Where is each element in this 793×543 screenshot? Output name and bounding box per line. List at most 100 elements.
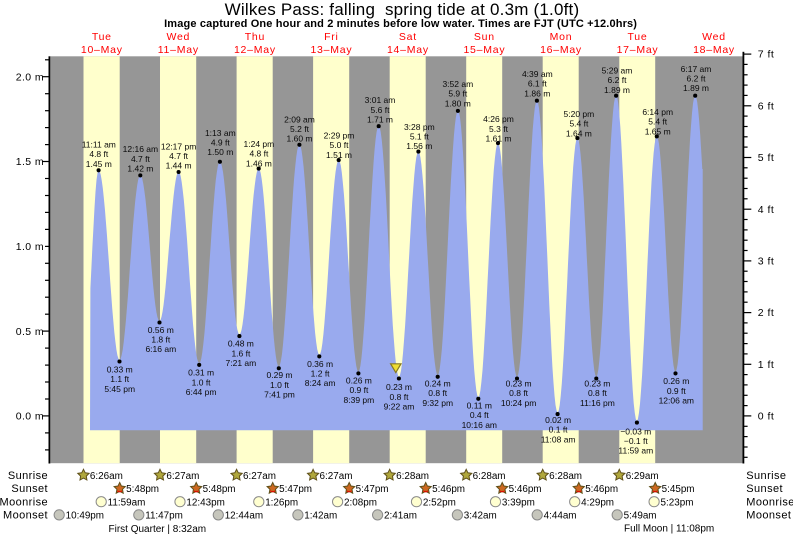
svg-text:17–May: 17–May (617, 44, 659, 56)
svg-text:6:28am: 6:28am (473, 471, 506, 482)
svg-text:Thu: Thu (245, 31, 265, 43)
svg-text:5.4 ft: 5.4 ft (569, 119, 589, 129)
svg-text:11–May: 11–May (158, 44, 199, 56)
svg-text:9:22 am: 9:22 am (384, 402, 415, 412)
svg-text:1.71 m: 1.71 m (367, 115, 393, 125)
svg-text:10:16 am: 10:16 am (462, 420, 497, 430)
svg-text:0.48 m: 0.48 m (228, 339, 254, 349)
svg-text:16–May: 16–May (540, 44, 582, 56)
svg-text:2:09 am: 2:09 am (284, 114, 315, 124)
svg-text:2:08pm: 2:08pm (344, 497, 377, 508)
svg-text:2:52pm: 2:52pm (423, 497, 456, 508)
svg-text:0.9 ft: 0.9 ft (349, 385, 369, 395)
svg-text:5:46pm: 5:46pm (432, 484, 465, 495)
svg-text:1.46 m: 1.46 m (246, 158, 272, 168)
svg-text:1.65 m: 1.65 m (645, 126, 671, 136)
svg-text:5.6 ft: 5.6 ft (371, 105, 391, 115)
svg-text:7:21 am: 7:21 am (226, 358, 257, 368)
svg-text:Moonset: Moonset (3, 510, 48, 522)
svg-text:10:24 pm: 10:24 pm (501, 398, 536, 408)
svg-text:1.56 m: 1.56 m (406, 141, 432, 151)
svg-text:6.2 ft: 6.2 ft (687, 74, 707, 84)
svg-text:0.9 ft: 0.9 ft (667, 386, 687, 396)
svg-text:0.1 ft: 0.1 ft (549, 425, 569, 435)
svg-text:5:48pm: 5:48pm (126, 484, 159, 495)
svg-text:6:27am: 6:27am (243, 471, 276, 482)
svg-text:0.29 m: 0.29 m (267, 370, 293, 380)
svg-text:6:44 pm: 6:44 pm (186, 387, 217, 397)
svg-text:1.6 ft: 1.6 ft (231, 348, 251, 358)
svg-text:0.23 m: 0.23 m (506, 379, 532, 389)
svg-text:4:29pm: 4:29pm (581, 497, 614, 508)
svg-text:Sunset: Sunset (746, 483, 783, 495)
svg-text:1.64 m: 1.64 m (566, 128, 592, 138)
svg-text:5.1 ft: 5.1 ft (410, 132, 430, 142)
svg-text:0.11 m: 0.11 m (467, 400, 492, 410)
svg-text:0.8 ft: 0.8 ft (509, 388, 529, 398)
svg-text:11:11 am: 11:11 am (82, 140, 116, 150)
svg-text:3:28 pm: 3:28 pm (404, 122, 435, 132)
svg-text:6:14 pm: 6:14 pm (642, 107, 673, 117)
svg-text:Mon: Mon (550, 31, 573, 43)
svg-text:5:46pm: 5:46pm (585, 484, 618, 495)
svg-text:5 ft: 5 ft (758, 152, 775, 164)
svg-text:1.50 m: 1.50 m (207, 147, 233, 157)
svg-text:4.8 ft: 4.8 ft (89, 149, 109, 159)
svg-text:12:43pm: 12:43pm (186, 497, 224, 508)
svg-text:1.60 m: 1.60 m (287, 134, 313, 144)
svg-text:5:47pm: 5:47pm (356, 484, 389, 495)
svg-text:Moonset: Moonset (746, 510, 791, 522)
svg-text:Wed: Wed (702, 31, 726, 43)
svg-text:1.89 m: 1.89 m (683, 83, 709, 93)
svg-text:Sun: Sun (474, 31, 495, 43)
svg-text:5:46pm: 5:46pm (509, 484, 542, 495)
svg-text:0.23 m: 0.23 m (584, 379, 610, 389)
svg-text:7 ft: 7 ft (758, 49, 775, 61)
svg-text:1.89 m: 1.89 m (604, 85, 630, 95)
svg-text:12:17 pm: 12:17 pm (161, 141, 196, 151)
svg-text:2:29 pm: 2:29 pm (324, 130, 355, 140)
svg-text:10–May: 10–May (81, 44, 123, 56)
svg-text:6:29am: 6:29am (626, 471, 659, 482)
svg-text:Sunset: Sunset (11, 483, 48, 495)
svg-text:0.56 m: 0.56 m (148, 325, 174, 335)
svg-text:5:48pm: 5:48pm (203, 484, 236, 495)
svg-text:3:01 am: 3:01 am (365, 95, 396, 105)
svg-text:−0.03 m: −0.03 m (620, 426, 651, 436)
svg-text:4 ft: 4 ft (758, 204, 775, 216)
svg-text:8:39 pm: 8:39 pm (344, 395, 375, 405)
svg-text:5:47pm: 5:47pm (279, 484, 312, 495)
svg-text:3:39pm: 3:39pm (502, 497, 535, 508)
svg-text:6:28am: 6:28am (396, 471, 429, 482)
svg-text:0.33 m: 0.33 m (107, 365, 133, 375)
svg-text:1.2 ft: 1.2 ft (311, 369, 331, 379)
svg-text:1.80 m: 1.80 m (445, 98, 471, 108)
svg-text:5.2 ft: 5.2 ft (290, 124, 310, 134)
svg-text:0.5 m: 0.5 m (16, 326, 44, 338)
svg-text:5.0 ft: 5.0 ft (330, 140, 350, 150)
svg-text:Image captured One hour and 2: Image captured One hour and 2 minutes be… (164, 18, 637, 30)
svg-text:1.0 ft: 1.0 ft (192, 377, 212, 387)
svg-text:1.1 ft: 1.1 ft (110, 374, 130, 384)
svg-text:5:45 pm: 5:45 pm (104, 384, 135, 394)
svg-text:Moonrise: Moonrise (746, 496, 793, 508)
svg-text:7:41 pm: 7:41 pm (264, 390, 295, 400)
svg-text:6:16 am: 6:16 am (145, 344, 176, 354)
svg-text:11:59 am: 11:59 am (618, 446, 653, 456)
svg-text:1.42 m: 1.42 m (127, 164, 153, 174)
svg-text:0.4 ft: 0.4 ft (470, 410, 490, 420)
svg-text:11:59am: 11:59am (108, 497, 146, 508)
svg-text:1.61 m: 1.61 m (486, 134, 512, 144)
svg-text:1.8 ft: 1.8 ft (151, 335, 171, 345)
svg-text:1.45 m: 1.45 m (86, 159, 112, 169)
svg-text:11:47pm: 11:47pm (145, 511, 183, 522)
svg-text:0.26 m: 0.26 m (663, 376, 689, 386)
svg-text:0.8 ft: 0.8 ft (428, 388, 448, 398)
svg-text:2 ft: 2 ft (758, 307, 775, 319)
svg-text:2.0 m: 2.0 m (16, 71, 44, 83)
svg-text:10:49pm: 10:49pm (66, 511, 104, 522)
svg-text:5:49am: 5:49am (624, 511, 657, 522)
svg-text:14–May: 14–May (387, 44, 429, 56)
svg-text:12:16 am: 12:16 am (123, 144, 158, 154)
svg-text:6:28am: 6:28am (549, 471, 582, 482)
